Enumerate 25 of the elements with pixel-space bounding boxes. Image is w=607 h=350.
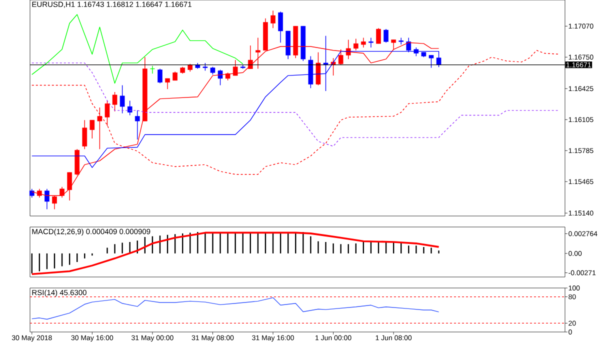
candlestick	[316, 52, 321, 86]
candlestick	[218, 69, 223, 86]
line-series	[32, 62, 560, 147]
candlestick	[158, 68, 162, 84]
candlestick	[376, 28, 381, 44]
candlestick	[127, 100, 132, 116]
candlestick	[248, 45, 253, 70]
candlestick	[165, 78, 170, 90]
line-series	[32, 14, 244, 84]
candlestick	[104, 100, 110, 126]
candlestick	[338, 49, 344, 66]
candlestick	[368, 37, 374, 48]
candlestick	[361, 37, 366, 48]
candlestick	[270, 10, 276, 28]
candlestick	[82, 120, 88, 150]
candlestick	[232, 60, 238, 76]
candlestick	[278, 11, 283, 43]
candlestick	[97, 107, 102, 150]
candlestick	[384, 28, 388, 43]
candlestick	[112, 92, 118, 112]
candlestick	[90, 120, 95, 139]
candlestick	[428, 54, 434, 68]
candlestick	[120, 84, 125, 114]
candlestick	[44, 188, 50, 210]
candlestick	[134, 110, 140, 140]
